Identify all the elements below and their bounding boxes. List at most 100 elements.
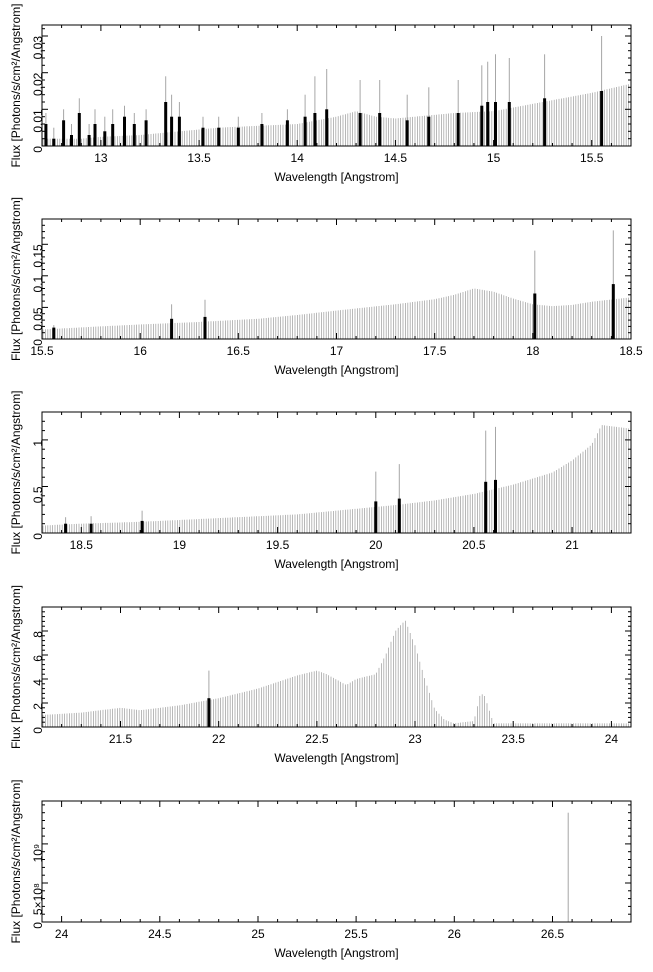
flux-bar: [207, 698, 211, 727]
line-markers: [44, 36, 604, 146]
plot-frame: [41, 24, 632, 147]
y-tick-label: 0.5: [31, 486, 45, 503]
flux-bar: [64, 523, 68, 533]
x-axis-label: Wavelength [Angstrom]: [274, 170, 398, 184]
flux-bar: [611, 284, 615, 339]
x-tick-label: 22: [212, 732, 226, 746]
x-tick-label: 15.5: [580, 151, 604, 165]
y-tick-label: 0: [31, 922, 45, 929]
x-axis-label: Wavelength [Angstrom]: [274, 751, 398, 765]
x-tick-label: 20.5: [462, 538, 486, 552]
x-tick-label: 15: [487, 151, 501, 165]
flux-bar: [600, 91, 604, 146]
y-axis-label: Flux [Photons/s/cm²/Angstrom]: [9, 3, 23, 167]
y-tick-label: 0: [31, 146, 45, 153]
x-tick-label: 25.5: [344, 927, 368, 941]
flux-bar: [507, 102, 511, 146]
flux-bar: [397, 498, 401, 533]
flux-bar: [236, 127, 240, 146]
flux-bar: [123, 116, 126, 146]
flux-bar: [486, 102, 490, 146]
flux-bar: [132, 124, 136, 146]
x-tick-label: 17.5: [423, 344, 447, 358]
flux-bar: [480, 105, 484, 146]
flux-bar: [427, 116, 431, 146]
x-tick-label: 18: [526, 344, 540, 358]
x-tick-label: 20: [369, 538, 383, 552]
x-tick-label: 16.5: [227, 344, 251, 358]
y-tick-label: 0: [31, 727, 45, 734]
flux-bar: [70, 135, 73, 146]
plot-frame: [41, 606, 632, 728]
error-bars: [42, 288, 632, 339]
x-axis-label: Wavelength [Angstrom]: [274, 946, 398, 960]
flux-bar: [77, 113, 81, 146]
x-tick-label: 24: [605, 732, 619, 746]
x-tick-label: 21.5: [109, 732, 133, 746]
y-tick-label: 4: [31, 679, 45, 686]
flux-bar: [533, 293, 537, 339]
line-markers: [52, 230, 615, 339]
x-tick-label: 15.5: [30, 344, 54, 358]
flux-bar: [52, 138, 56, 146]
plot-frame: [41, 218, 632, 340]
x-tick-label: 25: [251, 927, 265, 941]
plot-frame: [41, 411, 632, 534]
flux-bar: [325, 109, 329, 146]
plot-frame: [41, 800, 632, 923]
flux-bar: [203, 316, 207, 339]
error-bars: [42, 425, 632, 533]
y-tick-label: 2: [31, 703, 45, 710]
flux-bar: [484, 481, 488, 533]
error-bars: [42, 620, 632, 727]
flux-bar: [217, 127, 221, 146]
flux-bar: [494, 102, 497, 146]
flux-bar: [303, 116, 307, 146]
x-tick-label: 14.5: [384, 151, 408, 165]
x-tick-label: 26: [448, 927, 462, 941]
chart-panel-3: 18.5 19 19.5 20 20.5 21 0 0.5 1 Wavelength [Angst…: [9, 390, 632, 571]
y-tick-label: 0.01: [31, 109, 45, 133]
flux-bar: [313, 113, 317, 146]
flux-bar: [144, 120, 148, 146]
x-tick-label: 23.5: [502, 732, 526, 746]
flux-bar: [140, 520, 144, 533]
flux-bar: [177, 116, 181, 146]
flux-bar: [285, 120, 289, 146]
flux-bar: [374, 501, 378, 533]
x-tick-label: 24: [55, 927, 69, 941]
flux-bar: [543, 98, 547, 146]
x-axis-label: Wavelength [Angstrom]: [274, 557, 398, 571]
flux-bar: [44, 124, 48, 146]
line-markers: [207, 670, 211, 727]
x-tick-label: 18.5: [619, 344, 643, 358]
x-tick-label: 26.5: [541, 927, 565, 941]
y-axis-label: Flux [Photons/s/cm²/Angstrom]: [9, 197, 23, 361]
x-tick-label: 22.5: [305, 732, 329, 746]
x-tick-label: 18.5: [70, 538, 94, 552]
chart-panel-5: 24 24.5 25 25.5 26 26.5 0 5×10⁸ 10⁹ Wavelength [A…: [9, 779, 632, 960]
flux-bar: [494, 479, 497, 533]
chart-panel-1: 13 13.5 14 14.5 15 15.5 0 0.01 0.02 0.03 Wavelengt…: [9, 3, 632, 184]
y-axis-label: Flux [Photons/s/cm²/Angstrom]: [9, 779, 23, 943]
flux-bar: [405, 120, 409, 146]
flux-bar: [260, 124, 264, 146]
y-tick-label: 0: [31, 533, 45, 540]
flux-bar: [111, 124, 115, 146]
flux-bar: [170, 116, 174, 146]
flux-bar: [201, 127, 205, 146]
chart-panel-2: 15.5 16 16.5 17 17.5 18 18.5 0 0.05 0.1 0.15 Wavele…: [9, 197, 643, 377]
y-axis-label: Flux [Photons/s/cm²/Angstrom]: [9, 390, 23, 554]
flux-bar: [358, 113, 362, 146]
y-tick-label: 0.02: [31, 72, 45, 96]
x-tick-label: 24.5: [148, 927, 172, 941]
flux-bar: [378, 113, 382, 146]
flux-bar: [456, 113, 460, 146]
flux-bar: [103, 131, 107, 146]
flux-bar: [170, 318, 174, 339]
flux-bar: [89, 523, 93, 533]
y-tick-label: 8: [31, 631, 45, 638]
y-tick-label: 5×10⁸: [31, 883, 45, 915]
x-tick-label: 19.5: [266, 538, 290, 552]
